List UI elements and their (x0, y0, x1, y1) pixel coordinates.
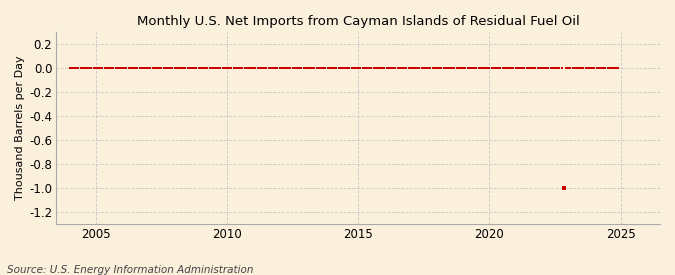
Title: Monthly U.S. Net Imports from Cayman Islands of Residual Fuel Oil: Monthly U.S. Net Imports from Cayman Isl… (137, 15, 580, 28)
Text: Source: U.S. Energy Information Administration: Source: U.S. Energy Information Administ… (7, 265, 253, 275)
Y-axis label: Thousand Barrels per Day: Thousand Barrels per Day (15, 56, 25, 200)
